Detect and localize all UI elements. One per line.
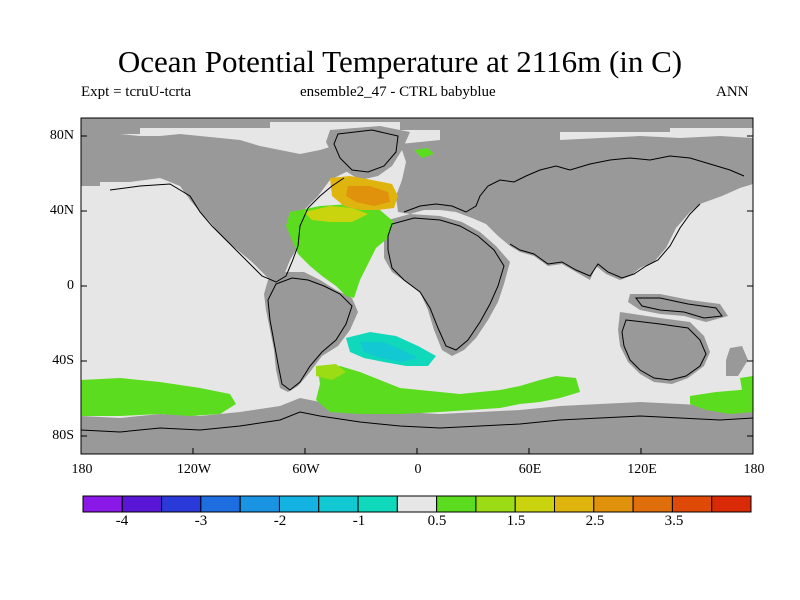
anomaly-southern-ocean-yellow: [316, 364, 346, 380]
colorbar-swatch: [82, 495, 123, 513]
anomaly-subpolar-dark-orange: [346, 186, 390, 206]
colorbar-label-2p5: 2.5: [585, 513, 605, 529]
colorbar-label-neg1: -1: [352, 513, 366, 529]
coastline-australia: [621, 319, 707, 381]
landmass-north-america: [81, 134, 404, 282]
coastline-antarctica: [81, 411, 753, 433]
colorbar-swatch: [632, 495, 673, 513]
colorbar-swatch: [200, 495, 241, 513]
anomaly-south-atlantic-deep-cyan: [360, 342, 418, 362]
colorbar-swatch: [711, 495, 752, 513]
lon-label-120w: 120W: [176, 462, 212, 477]
colorbar-swatch: [161, 495, 202, 513]
colorbar-swatch: [593, 495, 634, 513]
landmass-new-zealand: [726, 346, 748, 376]
colorbar-label-1p5: 1.5: [506, 513, 526, 529]
ensemble-label: ensemble2_47 - CTRL babyblue: [300, 84, 496, 100]
colorbar-label-3p5: 3.5: [664, 513, 684, 529]
colorbar-swatch: [436, 495, 477, 513]
experiment-label: Expt = tcruU-tcrta: [81, 84, 192, 100]
anomaly-north-atlantic-green: [286, 204, 394, 298]
colorbar-swatch: [357, 495, 398, 513]
colorbar-label-neg2: -2: [273, 513, 287, 529]
coastline-south-america: [267, 277, 353, 391]
colorbar-swatch: [278, 495, 320, 513]
lon-label-180w: 180: [71, 462, 93, 477]
landmass-south-america: [264, 272, 358, 392]
anomaly-subpolar-yellow: [304, 206, 368, 222]
colorbar-swatch: [318, 495, 359, 513]
lon-label-60w: 60W: [292, 462, 320, 477]
anomaly-southern-ocean-green: [316, 366, 580, 414]
coastline-europe: [403, 165, 571, 213]
landmass-indonesia: [628, 294, 728, 322]
colorbar-swatch: [396, 495, 438, 513]
colorbar-swatch: [121, 495, 163, 513]
season-label: ANN: [716, 84, 749, 100]
landmass-eurasia: [396, 136, 753, 280]
lon-label-0: 0: [414, 462, 422, 477]
coastline-asia: [509, 155, 745, 279]
anomaly-labrador-green: [414, 148, 434, 158]
colorbar-label-neg4: -4: [115, 513, 129, 529]
arctic-mask: [81, 118, 753, 140]
colorbar-label-neg3: -3: [194, 513, 208, 529]
map-title: Ocean Potential Temperature at 2116m (in…: [117, 44, 683, 79]
coastline-indonesia: [635, 297, 723, 319]
colorbar-swatch: [514, 495, 556, 513]
colorbar-swatch: [554, 495, 595, 513]
lon-label-120e: 120E: [627, 462, 657, 477]
lat-label-40s: 40S: [52, 353, 74, 368]
anomaly-south-pacific-green: [81, 378, 236, 416]
colorbar-swatch: [475, 495, 516, 513]
colorbar-swatch: [671, 495, 713, 513]
lon-label-180e: 180: [743, 462, 765, 477]
anomaly-tasman-green: [740, 376, 753, 392]
coastline-greenland: [333, 129, 399, 173]
landmass-antarctica: [81, 398, 753, 454]
coastline-north-america: [109, 177, 345, 283]
coastline-africa: [387, 217, 505, 351]
lat-label-40n: 40N: [49, 203, 74, 218]
lat-label-80s: 80S: [52, 428, 74, 443]
lat-label-eq: 0: [67, 278, 74, 293]
lon-label-60e: 60E: [518, 462, 542, 477]
colorbar-label-0p5: 0.5: [427, 513, 447, 529]
colorbar-swatch: [239, 495, 280, 513]
lat-label-80n: 80N: [49, 128, 74, 143]
landmass-africa: [384, 214, 510, 356]
landmass-greenland: [326, 126, 410, 180]
anomaly-south-indian-green: [690, 388, 753, 414]
landmass-australia: [618, 312, 710, 384]
